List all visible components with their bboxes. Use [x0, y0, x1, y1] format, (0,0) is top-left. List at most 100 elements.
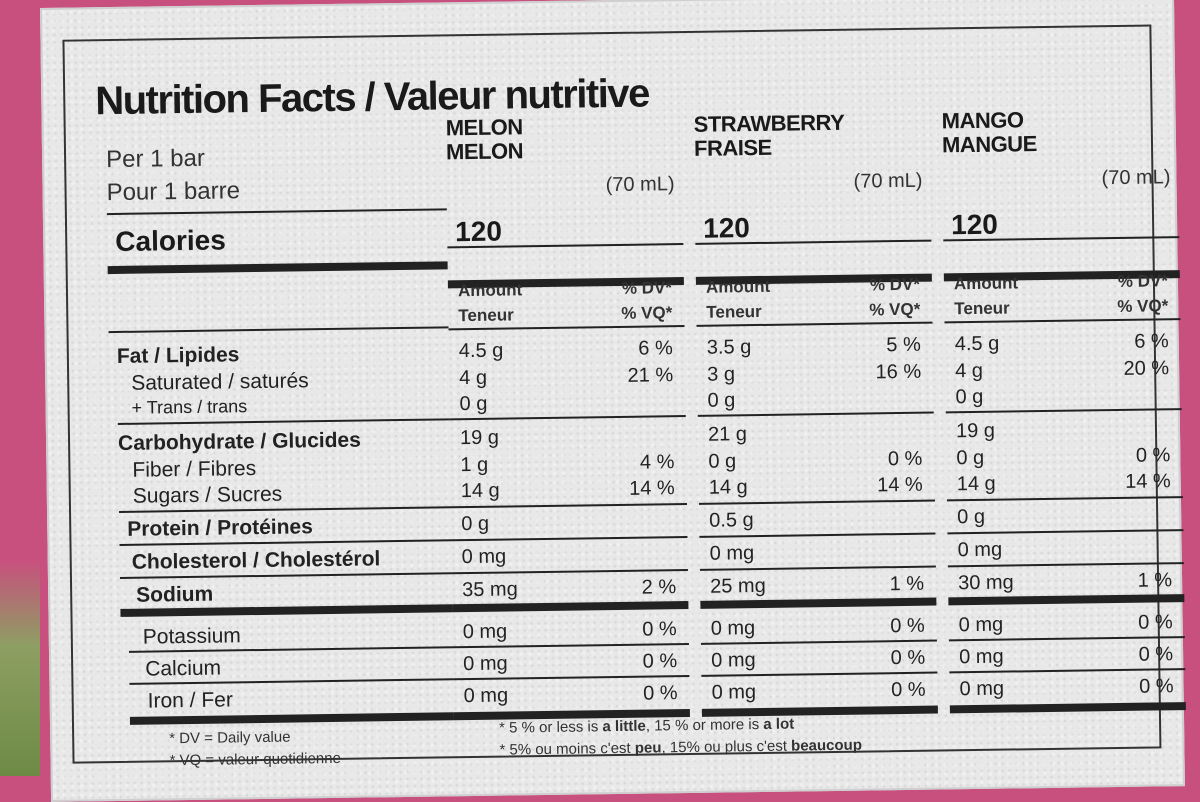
dv-en: % DV* — [869, 274, 921, 295]
divider — [452, 601, 689, 613]
dv-en: % DV* — [1117, 271, 1169, 291]
amount-sodium: 25 mg — [709, 574, 766, 598]
amount-cholesterol: 0 mg — [461, 545, 507, 569]
amount-trans: 0 g — [955, 385, 984, 409]
amount-fat: 3.5 g — [706, 336, 752, 359]
amount-header: Amount Teneur — [458, 277, 523, 328]
calories-value: 120 — [454, 215, 503, 248]
dv-saturated: 16 % — [875, 360, 922, 384]
dv-potassium: 0 % — [890, 614, 925, 638]
dv-en: % DV* — [621, 278, 673, 298]
volume: (70 mL) — [605, 173, 675, 197]
dv-potassium: 0 % — [642, 618, 677, 641]
amount-fr: Teneur — [706, 301, 762, 322]
flavor-name: MELON MELON — [446, 113, 683, 164]
amount-calcium: 0 mg — [959, 645, 1004, 669]
amount-en: Amount — [705, 276, 771, 297]
amount-trans: 0 g — [459, 392, 488, 416]
flavor-name: STRAWBERRY FRAISE — [694, 110, 931, 161]
dv-header: % DV* % VQ* — [1117, 268, 1169, 319]
column-melon: MELON MELON (70 mL) 120 Amount Teneur % DV* % V… — [446, 113, 690, 721]
dv-sodium: 1 % — [889, 572, 925, 596]
footnote-vq: * VQ = valeur quotidienne — [169, 749, 341, 770]
nutrient-sugars: Sugars / Sucres — [132, 482, 283, 508]
amount-fat: 4.5 g — [458, 339, 504, 363]
dv-calcium: 0 % — [890, 646, 926, 670]
volume: (70 mL) — [1101, 166, 1171, 190]
dv-fr: % VQ* — [1117, 296, 1169, 316]
amount-calcium: 0 mg — [463, 652, 508, 676]
amount-saturated: 4 g — [955, 359, 984, 383]
dv-fr: % VQ* — [621, 303, 673, 323]
divider — [700, 597, 937, 609]
amount-saturated: 4 g — [459, 366, 488, 390]
flavor-en: STRAWBERRY — [693, 109, 845, 137]
dv-saturated: 20 % — [1123, 357, 1170, 380]
footnote-threshold-fr: * 5% ou moins c'est peu, 15% ou plus c'e… — [499, 736, 863, 759]
column-mango: MANGO MANGUE (70 mL) 120 Amount Teneur% DV*% … — [941, 106, 1186, 714]
amount-fiber: 1 g — [460, 453, 489, 477]
dv-saturated: 21 % — [627, 364, 674, 387]
dv-calcium: 0 % — [1138, 643, 1174, 666]
serving-en: Per 1 bar — [105, 144, 206, 174]
amount-iron: 0 mg — [711, 681, 757, 704]
dv-sugars: 14 % — [876, 473, 923, 497]
dv-fat: 5 % — [886, 333, 921, 357]
dv-fat: 6 % — [1134, 330, 1169, 353]
amount-sugars: 14 g — [956, 472, 996, 496]
nutrient-calcium: Calcium — [145, 656, 222, 681]
divider — [451, 536, 688, 542]
divider — [701, 705, 938, 717]
nutrient-cholesterol: Cholesterol / Cholestérol — [131, 547, 381, 574]
amount-iron: 0 mg — [959, 677, 1005, 701]
calories-label: Calories — [115, 224, 226, 257]
amount-fiber: 0 g — [956, 446, 985, 470]
divider — [451, 569, 688, 575]
dv-fiber: 0 % — [887, 447, 923, 471]
amount-sugars: 14 g — [708, 476, 748, 499]
dv-calcium: 0 % — [642, 650, 678, 673]
nutrient-saturated: Saturated / saturés — [131, 369, 309, 395]
amount-potassium: 0 mg — [462, 620, 508, 644]
divider — [108, 326, 449, 334]
amount-cholesterol: 0 mg — [957, 538, 1003, 562]
amount-cholesterol: 0 mg — [709, 542, 755, 565]
amount-sugars: 14 g — [460, 479, 500, 503]
amount-calcium: 0 mg — [711, 649, 756, 672]
divider-thick — [129, 712, 454, 725]
nutrient-potassium: Potassium — [142, 624, 241, 649]
serving-fr: Pour 1 barre — [106, 177, 241, 207]
nutrition-panel: Nutrition Facts / Valeur nutritive Per 1… — [40, 0, 1186, 802]
divider — [948, 594, 1185, 606]
dv-fiber: 0 % — [1135, 444, 1171, 467]
divider-thick — [107, 261, 448, 275]
amount-sodium: 30 mg — [957, 571, 1014, 595]
amount-carb: 19 g — [955, 419, 996, 443]
flavor-name: MANGO MANGUE — [941, 106, 1179, 157]
nutrient-fat: Fat / Lipides — [116, 343, 240, 368]
amount-trans: 0 g — [707, 389, 736, 412]
volume: (70 mL) — [853, 169, 923, 193]
dv-iron: 0 % — [643, 682, 678, 705]
amount-header: Amount Teneur — [706, 274, 771, 325]
dv-sugars: 14 % — [629, 477, 675, 500]
amount-protein: 0 g — [461, 512, 490, 536]
divider — [947, 562, 1184, 568]
amount-protein: 0.5 g — [709, 509, 754, 532]
divider — [699, 532, 936, 538]
amount-sodium: 35 mg — [462, 578, 518, 602]
divider — [947, 529, 1184, 535]
amount-carb: 21 g — [707, 423, 748, 446]
nutrient-iron: Iron / Fer — [147, 688, 234, 713]
amount-en: Amount — [457, 280, 523, 301]
dv-fr: % VQ* — [869, 299, 921, 320]
divider — [450, 503, 688, 509]
divider — [106, 208, 447, 216]
nutrient-sodium: Sodium — [136, 582, 214, 607]
amount-fr: Teneur — [954, 298, 1010, 319]
flavor-fr: MELON — [445, 138, 524, 165]
amount-protein: 0 g — [957, 505, 986, 529]
amount-potassium: 0 mg — [958, 613, 1004, 637]
nutrient-trans: + Trans / trans — [131, 396, 248, 418]
amount-potassium: 0 mg — [710, 617, 756, 640]
